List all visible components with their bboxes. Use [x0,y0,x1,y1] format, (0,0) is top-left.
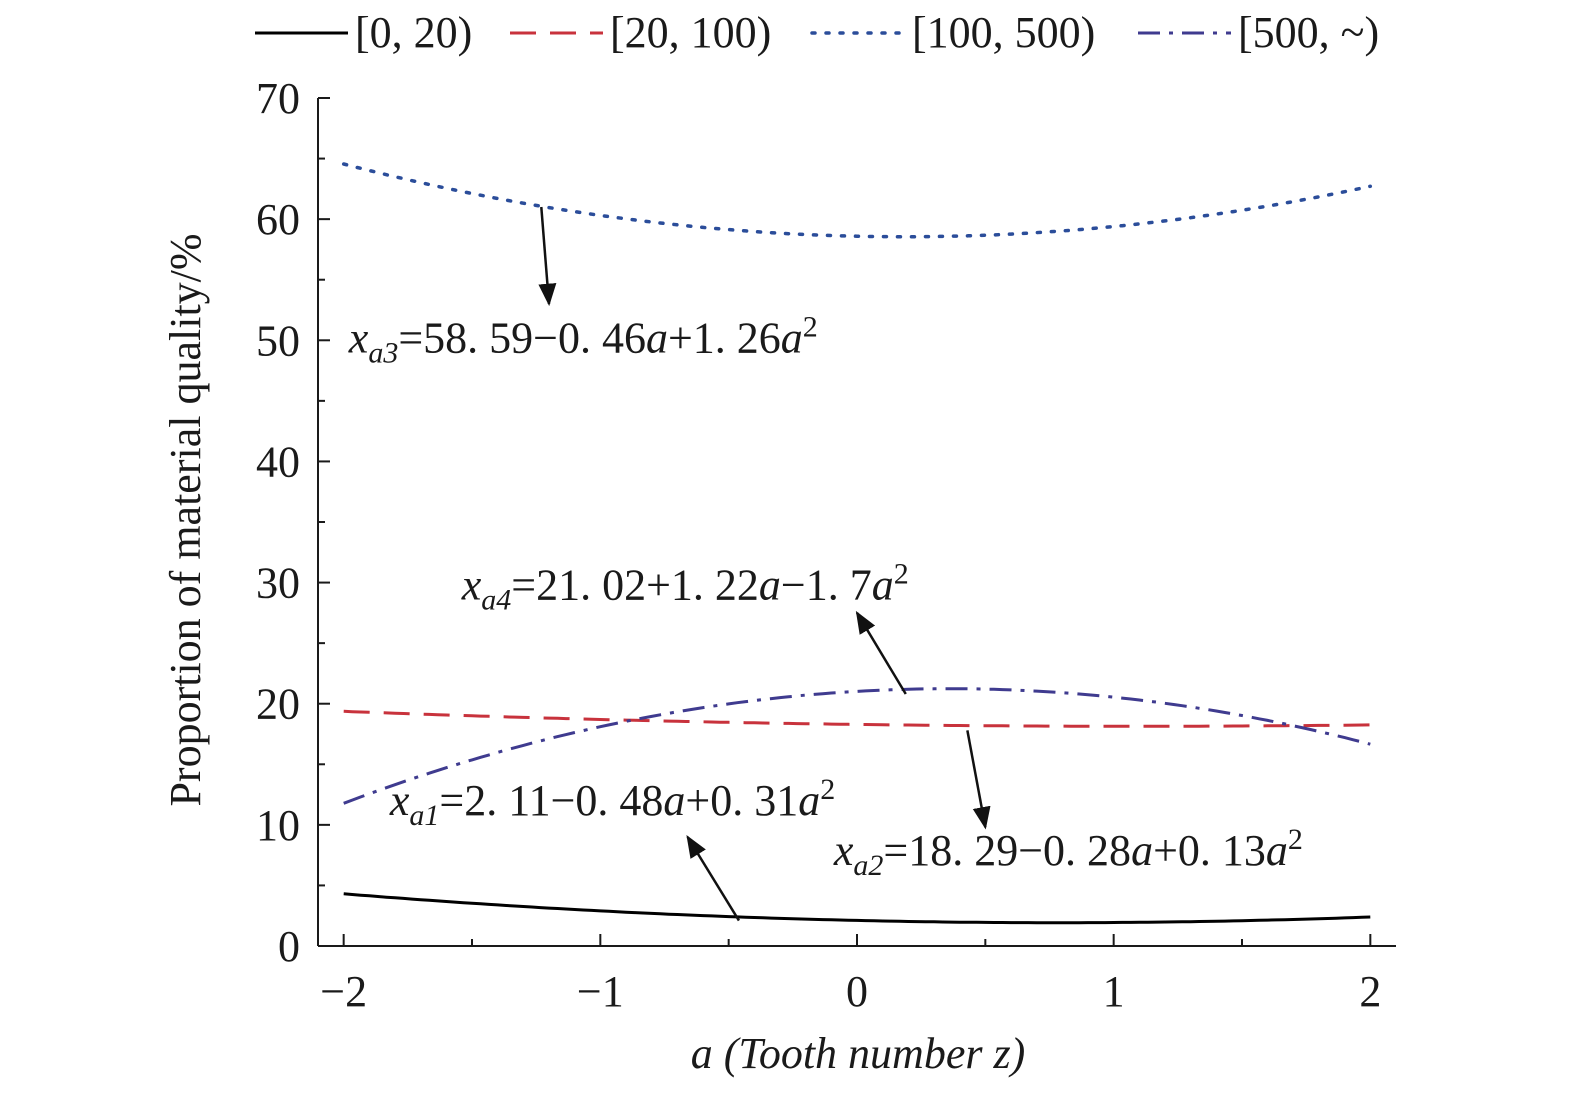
series-line-0-20 [343,892,1371,925]
annotation-arrow-0-20 [686,835,740,922]
y-axis-title: Proportion of material quality/% [161,233,210,806]
x-axis-title-var: a [691,1029,713,1078]
x-tick-label-0: −2 [320,967,367,1016]
equation-20-100: xa2=18. 29−0. 28a+0. 13a2 [833,823,1303,882]
x-tick-label-1: −1 [577,967,624,1016]
equation-100-500: xa3=58. 59−0. 46a+1. 26a2 [348,310,818,369]
annotation-arrow-500 [855,610,907,695]
series-line-500 [343,687,1371,805]
annotations: xa3=58. 59−0. 46a+1. 26a2 xa4=21. 02+1. 2… [348,206,1303,922]
x-axis-title: a (Tooth number z) [691,1029,1026,1078]
annotation-arrow-100-500 [538,206,557,307]
x-tick-label-3: 1 [1103,967,1125,1016]
x-axis-title-rest: (Tooth number z) [713,1029,1026,1078]
y-tick-label-0: 0 [278,922,300,971]
series-line-20-100 [343,709,1371,728]
y-tick-label-7: 70 [256,74,300,123]
equation-500: xa4=21. 02+1. 22a−1. 7a2 [461,558,909,617]
x-tick-label-2: 0 [846,967,868,1016]
x-tick-label-4: 2 [1359,967,1381,1016]
y-tick-label-3: 30 [256,559,300,608]
y-tick-label-6: 60 [256,195,300,244]
legend-label-100-500: [100, 500) [912,8,1095,57]
y-tick-label-1: 10 [256,801,300,850]
legend-label-0-20: [0, 20) [355,8,472,57]
y-tick-label-4: 40 [256,437,300,486]
annotation-arrow-20-100 [966,730,991,830]
series-line-100-500 [341,162,1373,239]
y-tick-label-5: 50 [256,316,300,365]
legend-label-20-100: [20, 100) [610,8,771,57]
series-layer [341,162,1373,925]
legend-label-500: [500, ~) [1238,8,1379,57]
legend: [0, 20) [20, 100) [100, 500) [500, ~) [255,8,1379,57]
equation-0-20: xa1=2. 11−0. 48a+0. 31a2 [389,773,835,832]
y-tick-label-2: 20 [256,680,300,729]
